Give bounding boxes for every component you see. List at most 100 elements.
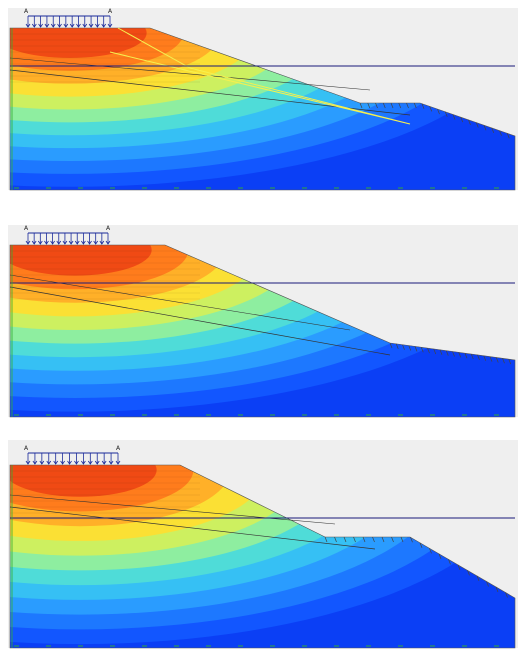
contour-band	[10, 465, 157, 497]
load-arrowhead	[25, 240, 31, 245]
surface-tick	[467, 570, 470, 576]
surface-tick	[483, 125, 487, 131]
surface-tick	[495, 357, 499, 363]
load-arrowhead	[101, 460, 107, 465]
load-arrowhead	[88, 23, 94, 28]
load-label: A	[108, 8, 113, 15]
load-arrowhead	[37, 240, 43, 245]
slip-line	[9, 506, 376, 550]
surface-tick	[389, 342, 393, 349]
load-arrowhead	[46, 460, 52, 465]
surface-tick	[491, 127, 495, 134]
load-arrowhead	[39, 460, 45, 465]
soil-outline	[9, 464, 516, 649]
surface-tick	[421, 103, 425, 109]
load-arrowhead	[31, 23, 37, 28]
load-arrowhead	[74, 460, 79, 465]
load-arrowhead	[38, 23, 43, 28]
surface-tick	[505, 592, 508, 598]
load-arrowhead	[50, 240, 55, 245]
load-arrowhead	[101, 23, 107, 28]
surface-tick	[437, 108, 440, 115]
load-arrowhead	[93, 240, 99, 245]
surface-tick	[367, 102, 371, 109]
surface-tick	[382, 102, 386, 109]
surface-tick	[439, 349, 443, 355]
surface-tick	[445, 350, 449, 356]
surface-tick	[433, 348, 437, 355]
load-arrowhead	[87, 460, 93, 465]
surface-tick	[429, 548, 432, 554]
contours	[10, 465, 515, 648]
load-arrowhead	[50, 23, 56, 28]
load-arrowhead	[25, 23, 31, 28]
load-arrowhead	[60, 460, 65, 465]
load-arrowhead	[44, 240, 49, 245]
surface-tick	[381, 536, 385, 543]
slip-line	[9, 494, 336, 525]
load-label: A	[24, 445, 29, 452]
load-arrowhead	[94, 460, 100, 465]
surface-tick	[452, 114, 456, 120]
surface-tick	[391, 536, 394, 543]
soil-outline	[9, 27, 516, 191]
load-arrowhead	[107, 23, 113, 28]
surface-tick	[353, 536, 356, 543]
surface-tick	[476, 575, 480, 582]
load-arrowhead	[99, 240, 105, 245]
load-arrowhead	[105, 240, 111, 245]
load-arrowhead	[95, 23, 100, 28]
surface-tick	[460, 117, 464, 123]
load-label: A	[24, 8, 29, 15]
surface-tick	[375, 102, 378, 109]
surface-tick	[486, 581, 489, 587]
critical-slip	[109, 27, 411, 125]
surface-tick	[359, 102, 363, 109]
surface-tick	[427, 347, 430, 354]
slip-line	[9, 286, 391, 356]
soil-outline	[9, 244, 516, 418]
load-arrowhead	[74, 240, 80, 245]
load-arrowhead	[57, 23, 62, 28]
surface-tick	[362, 536, 366, 543]
load-arrowhead	[67, 460, 72, 465]
surface-tick	[402, 344, 405, 350]
load-arrowhead	[87, 240, 92, 245]
load-label: A	[24, 225, 29, 232]
load-arrowhead	[44, 23, 50, 28]
load-label: A	[106, 225, 111, 232]
surface-tick	[406, 102, 409, 109]
surface-tick	[457, 564, 461, 571]
surface-tick	[429, 106, 433, 112]
surface-tick	[372, 536, 375, 543]
surface-tick	[506, 133, 510, 139]
surface-tick	[414, 346, 418, 352]
load-arrowhead	[82, 23, 88, 28]
surface-tick	[489, 356, 493, 362]
load-arrowhead	[56, 240, 62, 245]
load-arrowhead	[63, 23, 69, 28]
surface-tick	[464, 353, 468, 359]
surface-tick	[400, 536, 404, 543]
surface-tick	[419, 542, 423, 548]
load-arrowhead	[25, 460, 31, 465]
surface-tick	[438, 553, 442, 559]
surface-tick	[475, 122, 479, 128]
surface-tick	[477, 354, 480, 361]
surface-tick	[452, 351, 455, 357]
contour-band	[10, 28, 147, 58]
surface-tick	[470, 353, 474, 360]
load-arrowhead	[68, 240, 74, 245]
surface-tick	[390, 102, 394, 109]
load-arrowhead	[76, 23, 81, 28]
load-arrowhead	[69, 23, 75, 28]
surface-tick	[324, 536, 328, 543]
load-arrowhead	[62, 240, 68, 245]
contour-band	[10, 245, 152, 276]
surface-tick	[444, 111, 448, 117]
load-arrowhead	[108, 460, 114, 465]
